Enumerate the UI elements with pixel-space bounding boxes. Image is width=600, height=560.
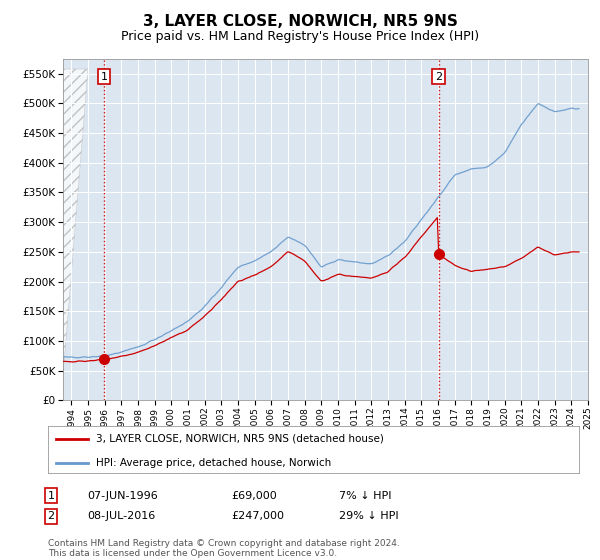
- Text: 1: 1: [47, 491, 55, 501]
- Text: £247,000: £247,000: [231, 511, 284, 521]
- Text: 2: 2: [435, 72, 442, 82]
- Text: Price paid vs. HM Land Registry's House Price Index (HPI): Price paid vs. HM Land Registry's House …: [121, 30, 479, 43]
- Text: 2: 2: [47, 511, 55, 521]
- Text: 1: 1: [100, 72, 107, 82]
- Text: 07-JUN-1996: 07-JUN-1996: [87, 491, 158, 501]
- Text: HPI: Average price, detached house, Norwich: HPI: Average price, detached house, Norw…: [96, 458, 331, 468]
- Polygon shape: [63, 69, 88, 375]
- Text: Contains HM Land Registry data © Crown copyright and database right 2024.
This d: Contains HM Land Registry data © Crown c…: [48, 539, 400, 558]
- Text: 7% ↓ HPI: 7% ↓ HPI: [339, 491, 391, 501]
- Text: 29% ↓ HPI: 29% ↓ HPI: [339, 511, 398, 521]
- Text: £69,000: £69,000: [231, 491, 277, 501]
- Text: 3, LAYER CLOSE, NORWICH, NR5 9NS (detached house): 3, LAYER CLOSE, NORWICH, NR5 9NS (detach…: [96, 434, 383, 444]
- Text: 08-JUL-2016: 08-JUL-2016: [87, 511, 155, 521]
- Text: 3, LAYER CLOSE, NORWICH, NR5 9NS: 3, LAYER CLOSE, NORWICH, NR5 9NS: [143, 14, 457, 29]
